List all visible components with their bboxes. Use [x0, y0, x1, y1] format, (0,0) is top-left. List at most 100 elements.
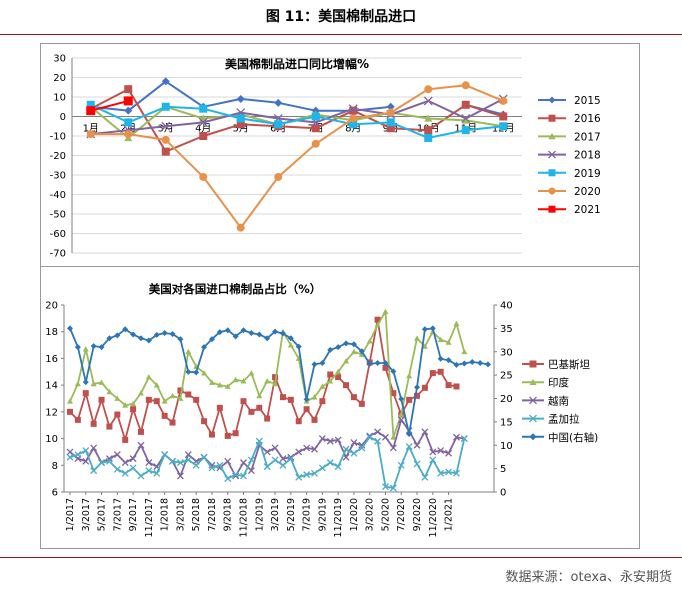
x-tick-label: 9/2018 [223, 498, 234, 531]
legend-marker [548, 150, 556, 159]
data-point [198, 117, 208, 127]
data-point [326, 437, 334, 445]
data-point [335, 344, 342, 351]
data-point [437, 336, 444, 343]
data-point [106, 335, 113, 342]
data-point [386, 118, 395, 127]
y-tick-label-right: 0 [500, 488, 506, 499]
legend-label: 2016 [574, 113, 601, 125]
data-point [263, 463, 271, 471]
data-point [406, 431, 413, 438]
x-tick-label: 11/2018 [239, 498, 250, 537]
data-point [106, 388, 113, 395]
y-tick-label-right: 10 [500, 441, 513, 452]
data-point [216, 404, 223, 411]
data-point [350, 394, 357, 401]
chart-divider [40, 266, 640, 267]
data-point [311, 139, 320, 148]
data-point [185, 391, 192, 398]
data-point [240, 459, 247, 467]
data-point [303, 396, 310, 403]
data-point [193, 369, 200, 376]
legend-label: 2015 [574, 95, 601, 107]
legend-label: 2020 [574, 186, 601, 198]
data-point [405, 443, 413, 451]
data-point [240, 398, 247, 405]
data-point [413, 441, 421, 449]
data-point [389, 444, 397, 452]
x-tick-label: 7/2019 [302, 498, 313, 531]
data-point [105, 457, 113, 465]
data-point [161, 330, 168, 337]
data-point [208, 464, 216, 472]
y-tick-label: 10 [53, 93, 66, 104]
data-point [236, 223, 245, 232]
data-point [382, 483, 389, 491]
y-tick-label-right: 25 [500, 371, 513, 382]
data-point [201, 418, 208, 425]
series-2021 [86, 96, 133, 116]
y-tick-label-left: 8 [52, 461, 58, 472]
data-point [335, 374, 342, 381]
data-point [461, 113, 471, 123]
data-point [208, 379, 215, 385]
data-point [311, 112, 320, 121]
data-point [176, 472, 184, 480]
data-point [177, 336, 184, 343]
data-point [130, 331, 137, 338]
legend-item: 2017 [538, 131, 601, 143]
x-tick-label: 1/2018 [160, 498, 171, 531]
x-tick-label: 1/2019 [254, 498, 265, 531]
data-point [421, 473, 429, 481]
data-point [124, 85, 133, 94]
data-point [74, 451, 82, 459]
data-point [327, 371, 334, 378]
data-point [319, 383, 326, 389]
x-tick-label: 1/2021 [444, 498, 455, 531]
data-point [424, 114, 433, 122]
data-point [247, 456, 255, 464]
data-point [374, 316, 381, 323]
data-point [232, 472, 240, 480]
data-point [460, 435, 468, 443]
legend-item: 中国(右轴) [522, 431, 598, 444]
data-point [82, 346, 89, 352]
data-point [452, 433, 460, 441]
data-point [114, 332, 121, 339]
data-point [67, 398, 73, 404]
data-point [124, 106, 133, 115]
data-point [374, 359, 381, 366]
data-point [129, 455, 137, 463]
data-point [461, 116, 470, 124]
data-point [153, 331, 160, 338]
data-point [169, 330, 176, 337]
data-point [311, 469, 318, 477]
data-point [98, 396, 105, 403]
data-point [398, 411, 405, 417]
legend-item: 2018 [538, 150, 601, 162]
legend-item: 越南 [522, 394, 569, 407]
data-point [240, 378, 247, 384]
y-tick-label: -50 [50, 210, 66, 221]
data-point [287, 455, 295, 463]
data-point [74, 416, 81, 423]
data-point [161, 77, 170, 86]
legend-marker [548, 114, 556, 122]
data-point [114, 395, 121, 401]
data-point [461, 360, 468, 367]
data-point [124, 118, 133, 127]
data-point [122, 326, 129, 333]
legend-marker [529, 360, 537, 368]
data-point [82, 447, 90, 455]
data-point [386, 108, 395, 117]
legend-item: 2019 [538, 168, 601, 180]
title-rule [0, 34, 682, 35]
data-point [274, 98, 283, 107]
data-point [421, 343, 428, 349]
data-point [374, 322, 381, 328]
data-point [358, 444, 366, 452]
data-point [82, 457, 90, 465]
data-point [461, 81, 470, 90]
y-tick-label: 20 [53, 73, 66, 84]
